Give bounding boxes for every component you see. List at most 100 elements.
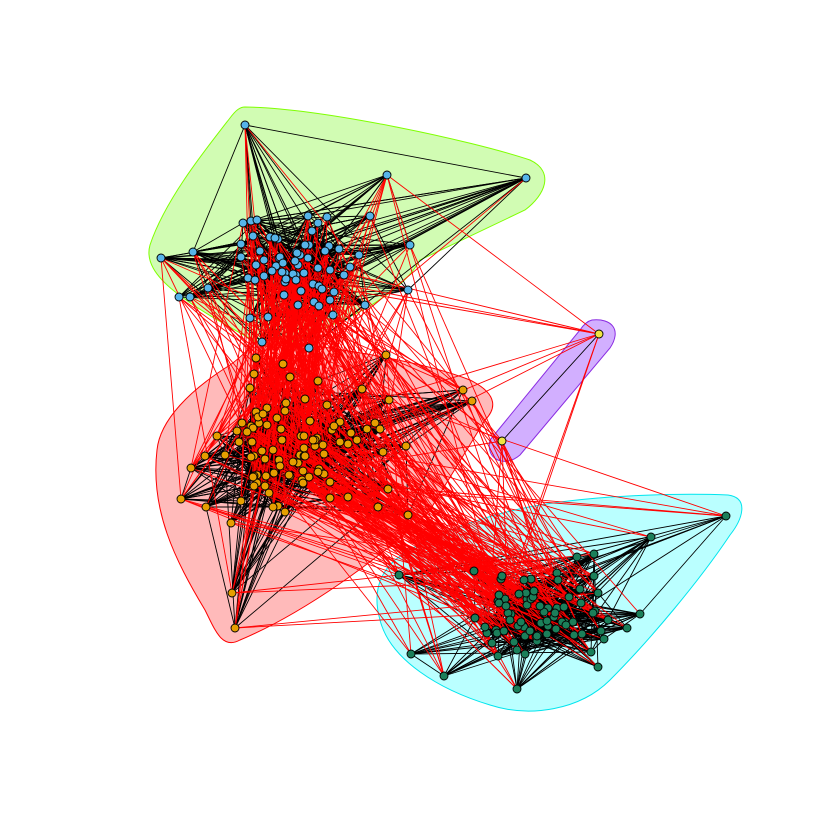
node-green xyxy=(551,609,559,617)
node-orange xyxy=(237,497,245,505)
node-orange xyxy=(187,464,195,472)
node-green xyxy=(526,627,534,635)
node-orange xyxy=(213,432,221,440)
node-blue xyxy=(237,253,245,261)
node-blue xyxy=(330,288,338,296)
node-blue xyxy=(300,269,308,277)
node-orange xyxy=(235,438,243,446)
node-blue xyxy=(260,272,268,280)
node-blue xyxy=(237,240,245,248)
node-blue xyxy=(292,276,300,284)
node-orange xyxy=(269,503,277,511)
node-blue xyxy=(293,249,301,257)
node-green xyxy=(600,635,608,643)
node-blue xyxy=(258,338,266,346)
node-orange xyxy=(228,589,236,597)
node-orange xyxy=(247,453,255,461)
node-orange xyxy=(248,438,256,446)
node-green xyxy=(565,593,573,601)
node-green xyxy=(495,591,503,599)
node-green xyxy=(530,587,538,595)
node-blue xyxy=(256,247,264,255)
node-green xyxy=(515,590,523,598)
node-blue xyxy=(355,251,363,259)
node-green xyxy=(590,572,598,580)
node-green xyxy=(517,618,525,626)
node-green xyxy=(498,572,506,580)
node-orange xyxy=(249,473,257,481)
node-orange xyxy=(314,377,322,385)
node-blue xyxy=(186,293,194,301)
node-orange xyxy=(309,436,317,444)
node-orange xyxy=(320,450,328,458)
node-orange xyxy=(300,432,308,440)
node-blue xyxy=(323,213,331,221)
node-blue xyxy=(340,271,348,279)
node-orange xyxy=(468,397,476,405)
node-green xyxy=(470,567,478,575)
node-green xyxy=(513,685,521,693)
node-orange xyxy=(243,428,251,436)
node-green xyxy=(577,599,585,607)
node-orange xyxy=(250,370,258,378)
node-orange xyxy=(385,396,393,404)
node-green xyxy=(589,609,597,617)
node-orange xyxy=(299,467,307,475)
node-green xyxy=(573,553,581,561)
node-blue xyxy=(383,171,391,179)
node-green xyxy=(590,550,598,558)
node-orange xyxy=(269,446,277,454)
node-yellow xyxy=(595,330,603,338)
node-blue xyxy=(294,301,302,309)
node-orange xyxy=(289,458,297,466)
node-green xyxy=(554,576,562,584)
node-blue xyxy=(361,301,369,309)
node-green xyxy=(395,571,403,579)
node-orange xyxy=(177,495,185,503)
node-blue xyxy=(282,275,290,283)
node-orange xyxy=(285,471,293,479)
node-green xyxy=(533,632,541,640)
node-orange xyxy=(319,441,327,449)
node-blue xyxy=(366,212,374,220)
node-orange xyxy=(330,422,338,430)
node-blue xyxy=(314,219,322,227)
node-orange xyxy=(273,414,281,422)
node-orange xyxy=(376,425,384,433)
node-green xyxy=(502,602,510,610)
node-blue xyxy=(175,293,183,301)
node-orange xyxy=(279,360,287,368)
node-blue xyxy=(308,227,316,235)
node-orange xyxy=(323,401,331,409)
node-orange xyxy=(201,452,209,460)
node-green xyxy=(471,614,479,622)
node-blue xyxy=(335,245,343,253)
node-orange xyxy=(250,482,258,490)
node-orange xyxy=(326,478,334,486)
node-blue xyxy=(314,264,322,272)
node-blue xyxy=(406,241,414,249)
node-green xyxy=(543,630,551,638)
intra-edge xyxy=(502,334,599,441)
node-blue xyxy=(326,266,334,274)
node-green xyxy=(594,663,602,671)
node-blue xyxy=(291,257,299,265)
node-orange xyxy=(277,425,285,433)
node-orange xyxy=(326,494,334,502)
node-green xyxy=(604,616,612,624)
node-blue xyxy=(301,241,309,249)
node-orange xyxy=(305,473,313,481)
node-blue xyxy=(252,261,260,269)
node-orange xyxy=(314,468,322,476)
node-green xyxy=(536,602,544,610)
node-green xyxy=(587,648,595,656)
node-blue xyxy=(189,248,197,256)
node-blue xyxy=(157,254,165,262)
node-blue xyxy=(329,311,337,319)
node-orange xyxy=(379,448,387,456)
node-blue xyxy=(239,219,247,227)
node-orange xyxy=(227,519,235,527)
node-blue xyxy=(318,285,326,293)
node-orange xyxy=(404,511,412,519)
node-green xyxy=(570,631,578,639)
